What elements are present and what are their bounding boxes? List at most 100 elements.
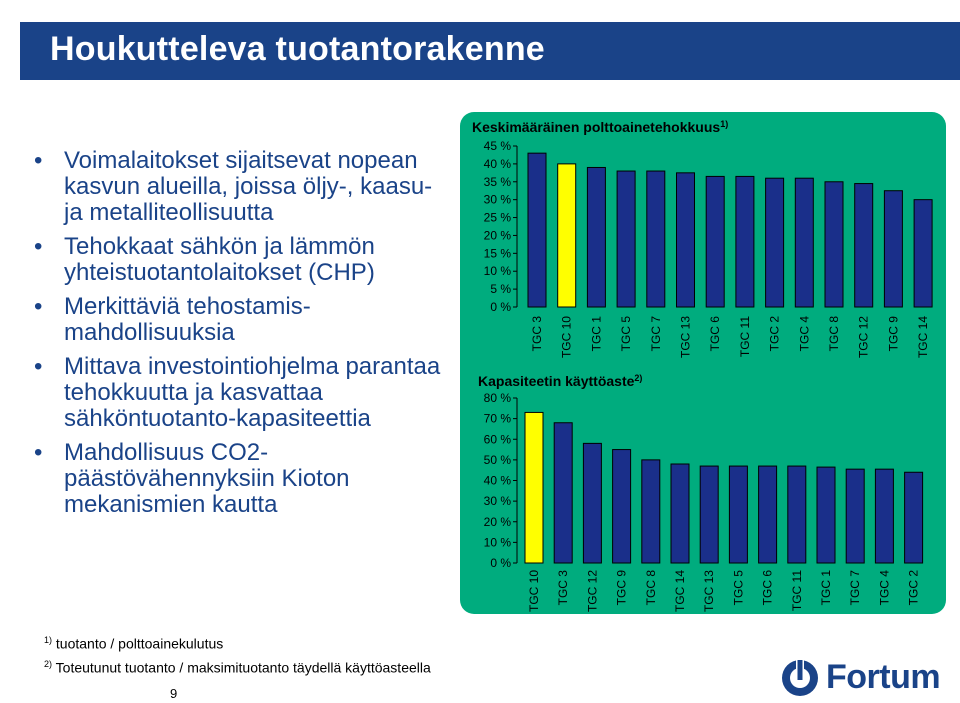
title-band [20, 22, 960, 80]
chart1-y-tick-label: 10 % [484, 264, 512, 278]
chart2-category-label: TGC 11 [790, 570, 804, 611]
footnote-2-text: Toteutunut tuotanto / maksimituotanto tä… [55, 659, 431, 676]
bullet-dot-icon: • [34, 147, 43, 174]
chart1-y-tick-label: 20 % [484, 228, 512, 242]
chart2-y-tick-label: 10 % [484, 535, 512, 549]
chart2-category-label: TGC 9 [615, 570, 629, 606]
bullet-dot-icon: • [34, 233, 43, 260]
chart2-bar [582, 442, 602, 564]
chart2-bar [758, 465, 778, 564]
chart1-category-label: TGC 5 [619, 316, 633, 352]
chart1-y-tick-label: 45 % [484, 139, 512, 153]
chart1-y-tick-label: 40 % [484, 157, 512, 171]
chart2-bar [641, 459, 661, 564]
chart1-category-label: TGC 13 [679, 316, 693, 358]
chart2-bar [845, 468, 865, 564]
title-bar: Houkutteleva tuotantorakenne [0, 0, 960, 100]
chart1-category-label: TGC 1 [589, 316, 603, 352]
chart2-bar [816, 466, 836, 564]
chart1-bar [557, 163, 577, 308]
chart2-bar [728, 465, 748, 564]
chart2-title: Kapasiteetin käyttöaste2) [478, 373, 642, 389]
chart2-bar [612, 449, 632, 564]
chart2-category-label: TGC 14 [673, 570, 687, 612]
chart2-y-tick-label: 60 % [484, 432, 512, 446]
chart1-y-tick-label: 0 % [490, 300, 511, 314]
footnotes: 1) tuotanto / polttoainekulutus 2) Toteu… [44, 630, 431, 677]
chart2-category-label: TGC 7 [848, 570, 862, 606]
chart2-title-marker: 2) [634, 373, 642, 383]
bullet-list: • Voimalaitokset sijaitsevat nopean kasvu… [30, 148, 450, 526]
chart1-y-tick-label: 25 % [484, 211, 512, 225]
chart2-y-tick-label: 30 % [484, 494, 512, 508]
bullet-dot-icon: • [34, 439, 43, 466]
bullet-item: • Tehokkaat sähkön ja lämmön yhteistuotan… [30, 234, 450, 286]
chart2-y-tick-label: 0 % [490, 556, 511, 570]
chart1-category-label: TGC 4 [797, 316, 811, 352]
chart1-bar [527, 152, 547, 308]
chart2-bar [670, 463, 690, 564]
chart1-y-tick-label: 15 % [484, 246, 512, 260]
chart1-title-marker: 1) [720, 119, 728, 129]
chart1-bar [616, 170, 636, 308]
chart2-category-label: TGC 2 [907, 570, 921, 606]
chart2-y-tick-label: 20 % [484, 515, 512, 529]
chart2-category-label: TGC 4 [877, 570, 891, 606]
bullet-dot-icon: • [34, 293, 43, 320]
page-number: 9 [170, 686, 178, 701]
bullet-text: Mahdollisuus CO2-päästövähennyksiin Kiot… [64, 439, 350, 518]
chart1-y-tick-label: 35 % [484, 175, 512, 189]
chart2-category-label: TGC 10 [527, 570, 541, 612]
footnote-1: 1) tuotanto / polttoainekulutus [44, 630, 431, 654]
chart1-category-label: TGC 10 [560, 316, 574, 358]
bullet-item: • Mittava investointiohjelma parantaa teh… [30, 354, 450, 432]
chart1-category-label: TGC 12 [857, 316, 871, 358]
chart1-category-label: TGC 11 [738, 316, 752, 357]
fortum-logo: Fortum [778, 656, 954, 698]
chart1-bar [913, 199, 933, 308]
chart1-bar [735, 175, 755, 308]
chart2-bar [874, 468, 894, 564]
chart1-y-tick-label: 30 % [484, 193, 512, 207]
chart2-y-tick-label: 50 % [484, 453, 512, 467]
chart1-bar [676, 172, 695, 308]
chart1-category-label: TGC 9 [886, 316, 900, 352]
bullet-text: Tehokkaat sähkön ja lämmön yhteistuotant… [64, 233, 375, 286]
bullet-dot-icon: • [34, 353, 43, 380]
chart2-bar [553, 422, 573, 564]
chart2-bar [699, 465, 719, 564]
bullet-text: Merkittäviä tehostamis-mahdollisuuksia [64, 293, 311, 346]
chart2-category-label: TGC 13 [702, 570, 716, 612]
chart1-title: Keskimääräinen polttoainetehokkuus1) [472, 119, 728, 135]
chart1-category-label: TGC 7 [649, 316, 663, 352]
chart1-y-tick-label: 5 % [490, 282, 511, 296]
chart2-bar [787, 465, 807, 564]
bullet-text: Voimalaitokset sijaitsevat nopean kasvun… [64, 147, 433, 226]
chart2-y-tick-label: 40 % [484, 474, 512, 488]
footnote-2-marker: 2) [44, 658, 53, 669]
chart2-category-label: TGC 3 [556, 570, 570, 606]
chart2-bar [904, 471, 924, 564]
footnote-1-marker: 1) [44, 635, 53, 645]
chart1-bar [765, 177, 785, 308]
chart2-category-label: TGC 12 [585, 570, 599, 612]
chart1-category-label: TGC 14 [916, 316, 930, 358]
bullet-item: • Voimalaitokset sijaitsevat nopean kasvu… [30, 148, 450, 226]
chart1-bar [794, 177, 814, 308]
chart1-category-label: TGC 2 [768, 316, 782, 352]
bullet-item: • Merkittäviä tehostamis-mahdollisuuksia [30, 294, 450, 346]
slide-title: Houkutteleva tuotantorakenne [50, 30, 545, 68]
chart1-bar [586, 166, 606, 308]
chart1-bar [883, 190, 903, 308]
logo-text: Fortum [826, 658, 941, 696]
chart1-category-label: TGC 6 [708, 316, 722, 352]
chart1-category-label: TGC 3 [530, 316, 544, 352]
chart1-bar [705, 175, 725, 308]
chart2-bar [524, 411, 544, 564]
footnote-1-text: tuotanto / polttoainekulutus [55, 635, 224, 652]
fortum-symbol-icon [782, 658, 818, 696]
bullet-text: Mittava investointiohjelma parantaa teho… [64, 353, 441, 432]
chart1-bar [854, 183, 874, 308]
chart2-y-tick-label: 70 % [484, 412, 512, 426]
